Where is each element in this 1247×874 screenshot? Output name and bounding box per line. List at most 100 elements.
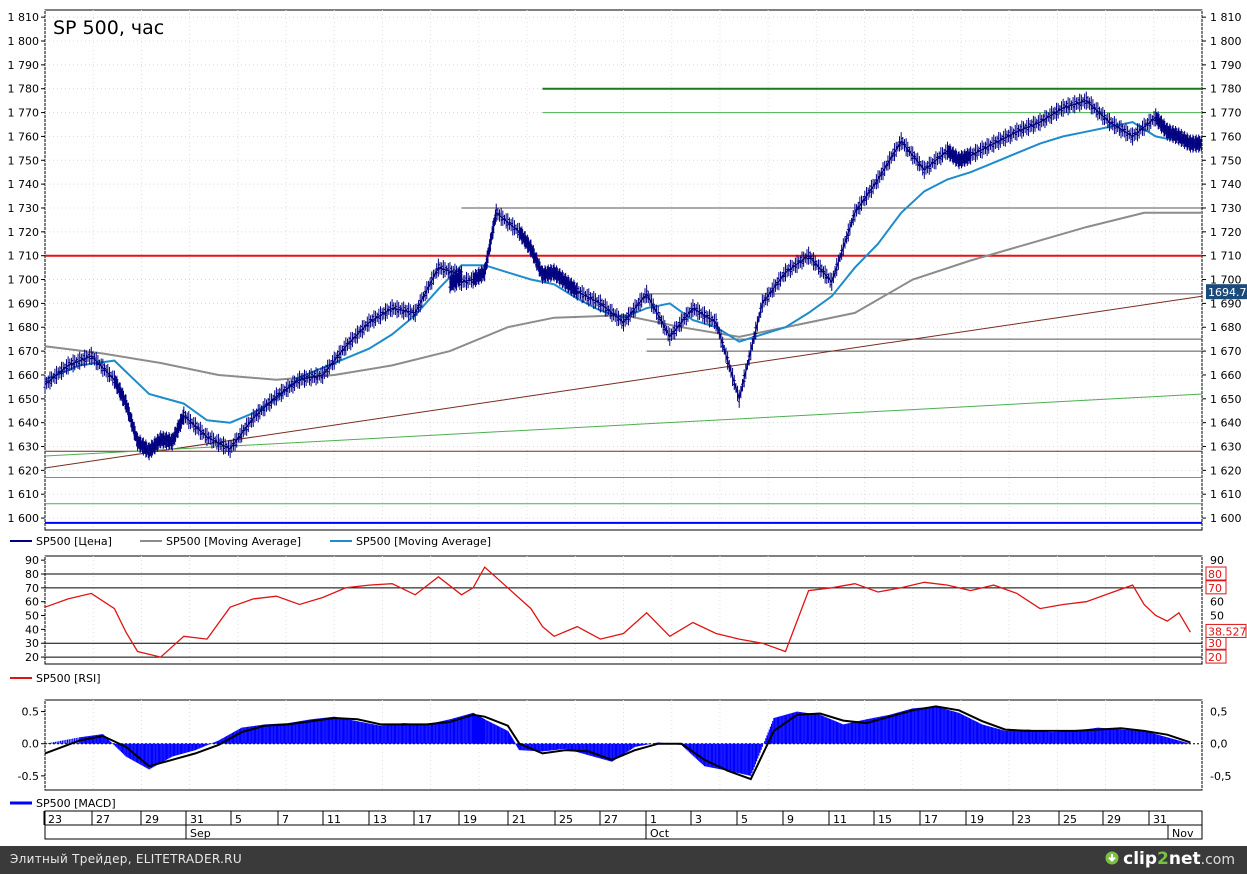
- legend-label: SP500 [Цена]: [36, 535, 112, 548]
- price-y-tick-label-right: 1 680: [1210, 321, 1242, 334]
- price-y-tick-label-right: 1 800: [1210, 35, 1242, 48]
- x-axis-day-label: 31: [1153, 813, 1167, 826]
- trend-line: [44, 393, 1203, 457]
- brand-tld: .com: [1200, 852, 1235, 868]
- rsi-y-tick-label: 90: [25, 554, 39, 567]
- chart-title: SP 500, час: [53, 17, 164, 39]
- footer-credit: Элитный Трейдер, ELITETRADER.RU: [10, 852, 242, 866]
- price-y-tick-label-right: 1 770: [1210, 107, 1242, 120]
- rsi-line: [44, 566, 1191, 658]
- price-y-tick-label-right: 1 650: [1210, 393, 1242, 406]
- price-y-tick-label: 1 740: [8, 178, 40, 191]
- macd-right-tick-label: 0,0: [1210, 738, 1228, 751]
- x-axis-day-label: 11: [833, 813, 847, 826]
- footer-bar: Элитный Трейдер, ELITETRADER.RU clip2net…: [0, 846, 1247, 874]
- rsi-level-marker-label: 30: [1208, 637, 1222, 650]
- price-y-tick-label: 1 790: [8, 59, 40, 72]
- x-axis-day-label: 5: [741, 813, 748, 826]
- x-axis-day-label: 9: [787, 813, 794, 826]
- rsi-y-tick-label: 20: [25, 651, 39, 664]
- price-y-tick-label-right: 1 740: [1210, 178, 1242, 191]
- current-price-label: 1694.7: [1208, 286, 1247, 299]
- x-axis-day-label: 7: [282, 813, 289, 826]
- price-line: [44, 99, 1202, 453]
- x-axis-day-label: 29: [145, 813, 159, 826]
- brand-net: net: [1168, 849, 1201, 869]
- x-axis-day-label: 27: [604, 813, 618, 826]
- rsi-level-marker: [1205, 566, 1227, 581]
- rsi-y-tick-label: 80: [25, 568, 39, 581]
- price-y-tick-label-right: 1 810: [1210, 11, 1242, 24]
- x-axis-day-label: 3: [695, 813, 702, 826]
- x-axis-month-label: Oct: [650, 827, 670, 840]
- price-y-tick-label: 1 700: [8, 274, 40, 287]
- x-axis-day-label: 17: [924, 813, 938, 826]
- price-y-tick-label-right: 1 780: [1210, 83, 1242, 96]
- price-y-tick-label: 1 760: [8, 130, 40, 143]
- price-y-tick-label-right: 1 630: [1210, 441, 1242, 454]
- rsi-right-tick-label: 90: [1210, 554, 1224, 567]
- x-axis-day-label: 19: [463, 813, 477, 826]
- price-y-tick-label-right: 1 710: [1210, 250, 1242, 263]
- macd-legend-label: SP500 [MACD]: [36, 797, 116, 810]
- x-axis-day-label: 19: [970, 813, 984, 826]
- x-axis-day-label: 27: [96, 813, 110, 826]
- x-axis-month-label: Sep: [190, 827, 211, 840]
- x-axis-day-label: 25: [1063, 813, 1077, 826]
- price-y-tick-label: 1 710: [8, 250, 40, 263]
- price-y-tick-label: 1 610: [8, 488, 40, 501]
- rsi-y-tick-label: 30: [25, 637, 39, 650]
- price-y-tick-label-right: 1 750: [1210, 154, 1242, 167]
- rsi-level-marker-label: 20: [1208, 651, 1222, 664]
- x-axis-day-label: 23: [1017, 813, 1031, 826]
- x-axis-day-label: 1: [650, 813, 657, 826]
- price-y-tick-label-right: 1 670: [1210, 345, 1242, 358]
- price-y-tick-label: 1 690: [8, 297, 40, 310]
- legend-label: SP500 [Moving Average]: [356, 535, 491, 548]
- price-y-tick-label-right: 1 610: [1210, 488, 1242, 501]
- current-price-marker: [1206, 284, 1247, 300]
- rsi-level-marker-label: 70: [1208, 582, 1222, 595]
- price-y-tick-label: 1 780: [8, 83, 40, 96]
- price-y-tick-label-right: 1 640: [1210, 417, 1242, 430]
- price-y-tick-label: 1 670: [8, 345, 40, 358]
- x-axis-day-label: 5: [235, 813, 242, 826]
- price-y-tick-label: 1 720: [8, 226, 40, 239]
- price-y-tick-label: 1 600: [8, 512, 40, 525]
- price-y-tick-label-right: 1 760: [1210, 130, 1242, 143]
- brand-two: 2: [1157, 849, 1169, 869]
- price-y-tick-label: 1 800: [8, 35, 40, 48]
- brand-logo[interactable]: clip2net.com: [1105, 849, 1235, 869]
- price-y-tick-label: 1 650: [8, 393, 40, 406]
- rsi-right-tick-label: 50: [1210, 610, 1224, 623]
- brand-clip: clip: [1123, 849, 1158, 869]
- x-axis-day-label: 29: [1107, 813, 1121, 826]
- price-y-tick-label: 1 810: [8, 11, 40, 24]
- price-y-tick-label-right: 1 700: [1210, 274, 1242, 287]
- price-y-tick-label: 1 680: [8, 321, 40, 334]
- rsi-legend-label: SP500 [RSI]: [36, 672, 101, 685]
- rsi-level-marker: [1205, 649, 1227, 664]
- price-y-tick-label-right: 1 620: [1210, 464, 1242, 477]
- rsi-y-tick-label: 70: [25, 582, 39, 595]
- x-axis-day-label: 21: [512, 813, 526, 826]
- rsi-level-marker: [1205, 580, 1227, 595]
- price-y-tick-label-right: 1 720: [1210, 226, 1242, 239]
- macd-right-tick-label: 0,5: [1210, 706, 1228, 719]
- legend-label: SP500 [Moving Average]: [166, 535, 301, 548]
- price-y-tick-label: 1 660: [8, 369, 40, 382]
- x-axis-day-label: 17: [418, 813, 432, 826]
- macd-right-tick-label: -0,5: [1210, 770, 1231, 783]
- price-y-tick-label: 1 750: [8, 154, 40, 167]
- rsi-level-marker-label: 80: [1208, 568, 1222, 581]
- price-y-tick-label: 1 730: [8, 202, 40, 215]
- rsi-y-tick-label: 50: [25, 610, 39, 623]
- price-y-tick-label: 1 630: [8, 441, 40, 454]
- rsi-y-tick-label: 60: [25, 596, 39, 609]
- x-axis-day-label: 25: [559, 813, 573, 826]
- macd-y-tick-label: -0.5: [18, 770, 39, 783]
- macd-y-tick-label: 0.0: [22, 738, 40, 751]
- macd-signal-line: [44, 705, 1191, 781]
